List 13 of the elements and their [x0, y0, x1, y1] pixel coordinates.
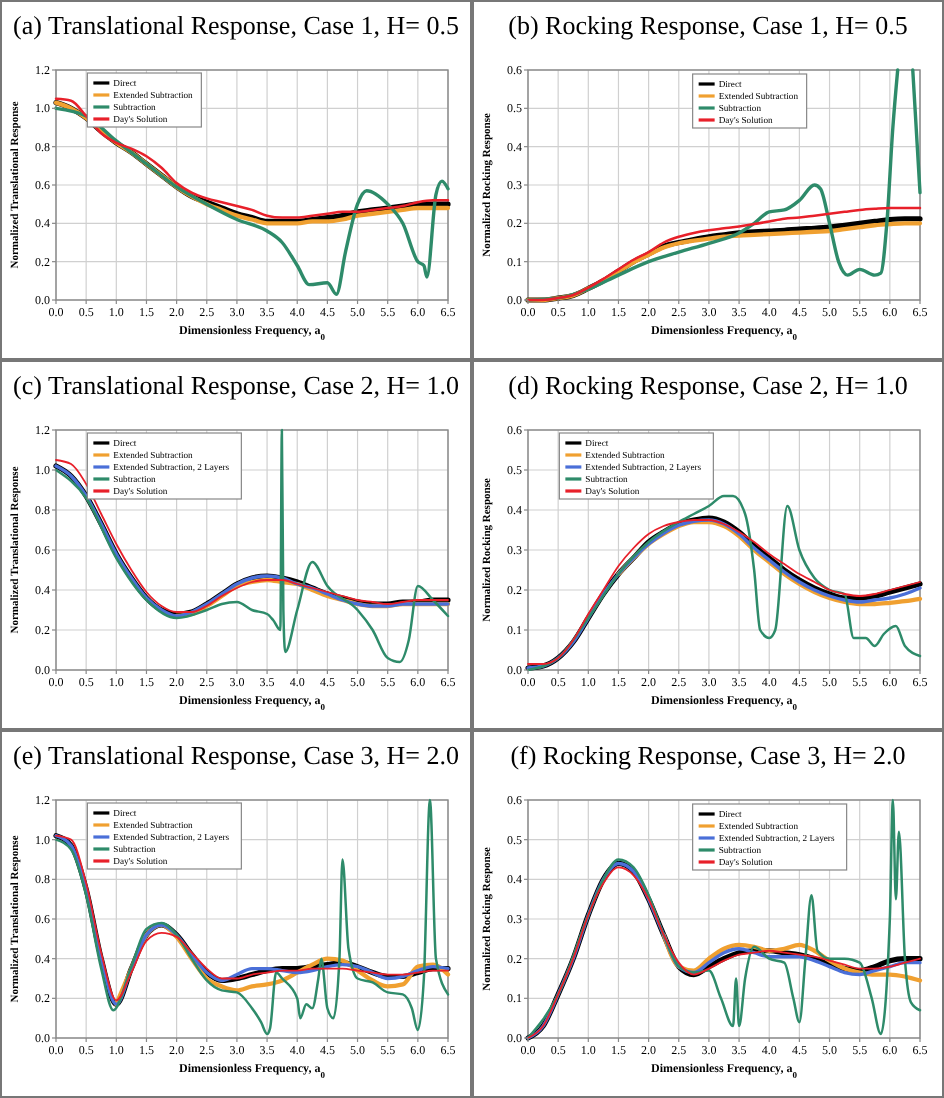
line-series [526, 798, 922, 1040]
line-series [54, 106, 450, 296]
chart-title: (f) Rocking Response, Case 3, H= 2.0 [510, 740, 906, 770]
chart-title: (d) Rocking Response, Case 2, H= 1.0 [508, 370, 908, 400]
line-series [661, 932, 923, 983]
chart-title: (a) Translational Response, Case 1, H= 0.5 [13, 10, 459, 40]
chart-title: (e) Translational Response, Case 3, H= 2.0 [13, 740, 459, 770]
chart-title: (b) Rocking Response, Case 1, H= 0.5 [508, 10, 908, 40]
line-series [616, 519, 923, 607]
line-series [54, 428, 450, 664]
line-series [54, 798, 450, 1036]
line-series [114, 922, 451, 1007]
chart-title: (c) Translational Response, Case 2, H= 1.0 [13, 370, 459, 400]
